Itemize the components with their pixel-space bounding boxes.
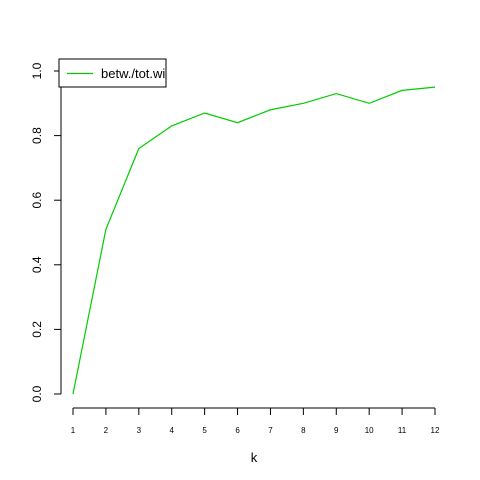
x-tick-label: 3 [137,426,142,435]
y-tick-label: 0.8 [30,127,44,144]
legend-label: betw./tot.wi [101,66,165,81]
x-axis: 1 2 3 4 5 6 7 8 9 10 11 12 k [71,407,440,465]
y-tick-label: 0.2 [30,321,44,338]
x-tick-label: 7 [268,426,273,435]
y-tick-label: 1.0 [30,62,44,79]
y-tick-label: 0.4 [30,256,44,273]
x-tick-label: 9 [334,426,339,435]
x-tick-label: 8 [301,426,306,435]
series-line [72,86,436,395]
x-tick-label: 11 [398,426,407,435]
x-tick-label: 12 [431,426,440,435]
legend: betw./tot.wi [58,58,167,88]
x-tick-label: 2 [104,426,109,435]
y-ticks: 0.0 0.2 0.4 0.6 0.8 1.0 [30,62,61,402]
y-tick-label: 0.6 [30,192,44,209]
x-tick-label: 10 [365,426,374,435]
x-axis-title: k [251,450,258,465]
x-tick-label: 4 [170,426,175,435]
y-tick-label: 0.0 [30,385,44,402]
x-tick-label: 1 [71,426,76,435]
x-ticks: 1 2 3 4 5 6 7 8 9 10 11 12 [71,408,440,435]
x-tick-label: 6 [235,426,240,435]
y-axis: 0.0 0.2 0.4 0.6 0.8 1.0 [30,62,62,402]
x-tick-label: 5 [202,426,207,435]
series-layer [72,86,436,395]
